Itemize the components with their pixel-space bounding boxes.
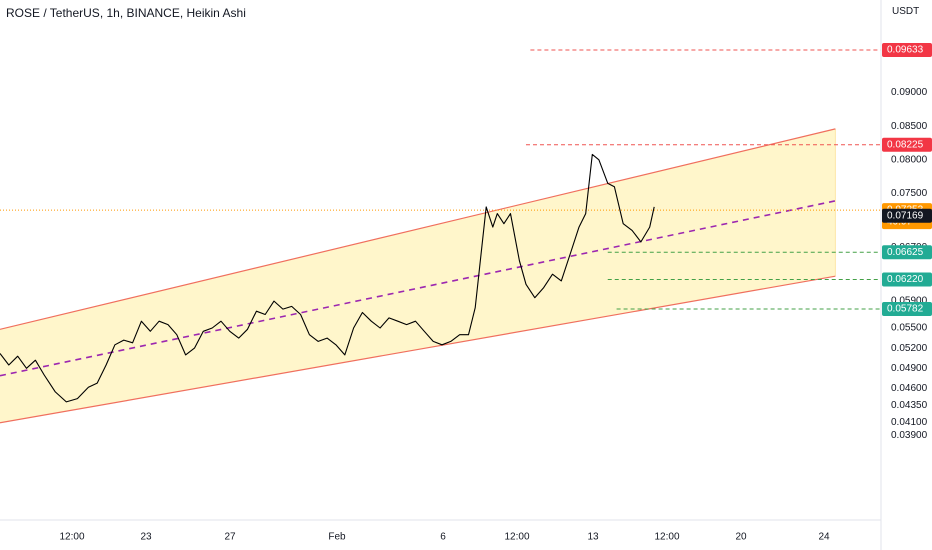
support-price-badge-3-label: 0.06220 — [887, 274, 924, 285]
price-tick-label: 0.03900 — [891, 430, 928, 441]
price-tick-label: 0.05200 — [891, 343, 928, 354]
channel-fill — [0, 128, 836, 423]
support-price-badge-4-label: 0.05782 — [887, 304, 924, 315]
price-tick-label: 0.04600 — [891, 383, 928, 394]
crosshair-price-badge[interactable] — [882, 208, 932, 223]
price-tick-label: 0.04900 — [891, 363, 928, 374]
resistance-price-badge-0[interactable] — [882, 43, 932, 57]
time-tick-label: 12:00 — [504, 532, 529, 543]
price-tick-label: 0.09000 — [891, 87, 928, 98]
crosshair-price-badge-label: 0.07169 — [887, 210, 924, 221]
time-tick-label: Feb — [328, 532, 346, 543]
chart-title: ROSE / TetherUS, 1h, BINANCE, Heikin Ash… — [6, 6, 246, 20]
time-tick-label: 12:00 — [654, 532, 679, 543]
time-tick-label: 24 — [818, 532, 830, 543]
resistance-price-badge-1[interactable] — [882, 137, 932, 152]
resistance-price-badge-1-label: 0.08225 — [887, 139, 924, 150]
support-price-badge-2-label: 0.06625 — [887, 247, 924, 258]
price-tick-label: 0.05900 — [891, 296, 928, 307]
time-tick-label: 20 — [735, 532, 747, 543]
time-tick-label: 27 — [224, 532, 236, 543]
price-tick-label: 0.05500 — [891, 323, 928, 334]
resistance-price-badge-0-label: 0.09633 — [887, 45, 924, 56]
time-tick-label: 13 — [587, 532, 599, 543]
time-tick-label: 6 — [440, 532, 446, 543]
price-tick-label: 0.08500 — [891, 121, 928, 132]
channel-lower-line[interactable] — [0, 275, 836, 424]
time-tick-label: 12:00 — [59, 532, 84, 543]
price-tick-label: 0.08000 — [891, 154, 928, 165]
support-price-badge-3[interactable] — [882, 272, 932, 287]
support-price-badge-2[interactable] — [882, 245, 932, 260]
channel-upper-line[interactable] — [0, 128, 836, 330]
price-tick-label: 0.04350 — [891, 400, 928, 411]
price-axis-unit: USDT — [892, 6, 920, 17]
price-series-0 — [0, 153, 655, 403]
price-tick-label: 0.07500 — [891, 188, 928, 199]
time-tick-label: 23 — [140, 532, 152, 543]
price-tick-label: 0.04100 — [891, 417, 928, 428]
support-price-badge-4[interactable] — [882, 302, 932, 316]
